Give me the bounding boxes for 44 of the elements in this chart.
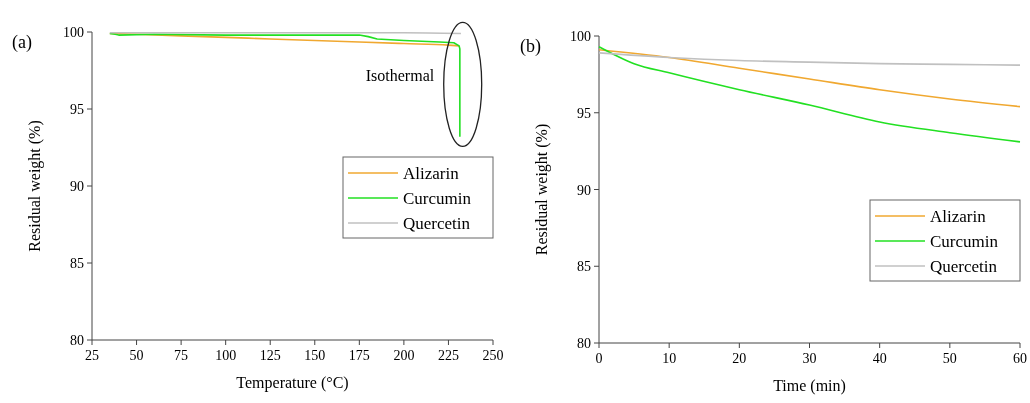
- line-series: [598, 49, 1021, 108]
- y-tick-label: 100: [570, 29, 591, 44]
- line-series: [109, 32, 461, 138]
- legend-label: Quercetin: [930, 257, 998, 276]
- chart-title: (a): [12, 32, 32, 53]
- x-tick-label: 0: [595, 351, 603, 366]
- legend-label: Quercetin: [403, 214, 471, 233]
- annotation: Isothermal: [365, 67, 435, 85]
- x-tick-label: 200: [393, 348, 415, 363]
- legend-label: Curcumin: [930, 232, 999, 251]
- x-tick-label: 50: [129, 348, 144, 363]
- x-tick-label: 20: [732, 351, 747, 366]
- x-tick-label: 225: [437, 348, 459, 363]
- y-tick-label: 90: [577, 182, 591, 198]
- y-tick-label: 100: [63, 25, 84, 40]
- y-tick-label: 80: [577, 336, 591, 351]
- legend-label: Alizarin: [930, 207, 987, 226]
- x-tick-label: 30: [802, 351, 817, 366]
- legend-label: Alizarin: [403, 164, 460, 183]
- x-tick-label: 40: [872, 351, 887, 366]
- y-tick-label: 95: [70, 102, 84, 117]
- y-tick-label: 90: [70, 179, 84, 194]
- y-axis-title: Residual weight (%): [533, 123, 551, 256]
- x-tick-label: 150: [304, 348, 326, 363]
- x-axis-title: Temperature (°C): [236, 374, 349, 392]
- y-tick-label: 80: [70, 333, 84, 348]
- x-tick-label: 50: [942, 351, 957, 366]
- x-axis-title: Time (min): [773, 377, 846, 395]
- y-axis-title: Residual weight (%): [26, 120, 44, 252]
- x-tick-label: 25: [85, 348, 99, 363]
- legend-label: Curcumin: [403, 189, 472, 208]
- x-tick-label: 175: [348, 348, 370, 363]
- x-tick-label: 10: [662, 351, 677, 366]
- x-tick-label: 100: [215, 348, 237, 363]
- y-tick-label: 85: [70, 256, 84, 271]
- chart-title: (b): [520, 36, 541, 57]
- line-series: [598, 45, 1021, 143]
- x-tick-label: 75: [174, 348, 189, 363]
- x-tick-label: 60: [1013, 351, 1027, 366]
- y-tick-label: 95: [577, 105, 591, 121]
- line-series: [598, 52, 1021, 66]
- x-tick-label: 250: [482, 348, 504, 363]
- y-tick-label: 85: [577, 259, 591, 275]
- x-tick-label: 125: [259, 348, 281, 363]
